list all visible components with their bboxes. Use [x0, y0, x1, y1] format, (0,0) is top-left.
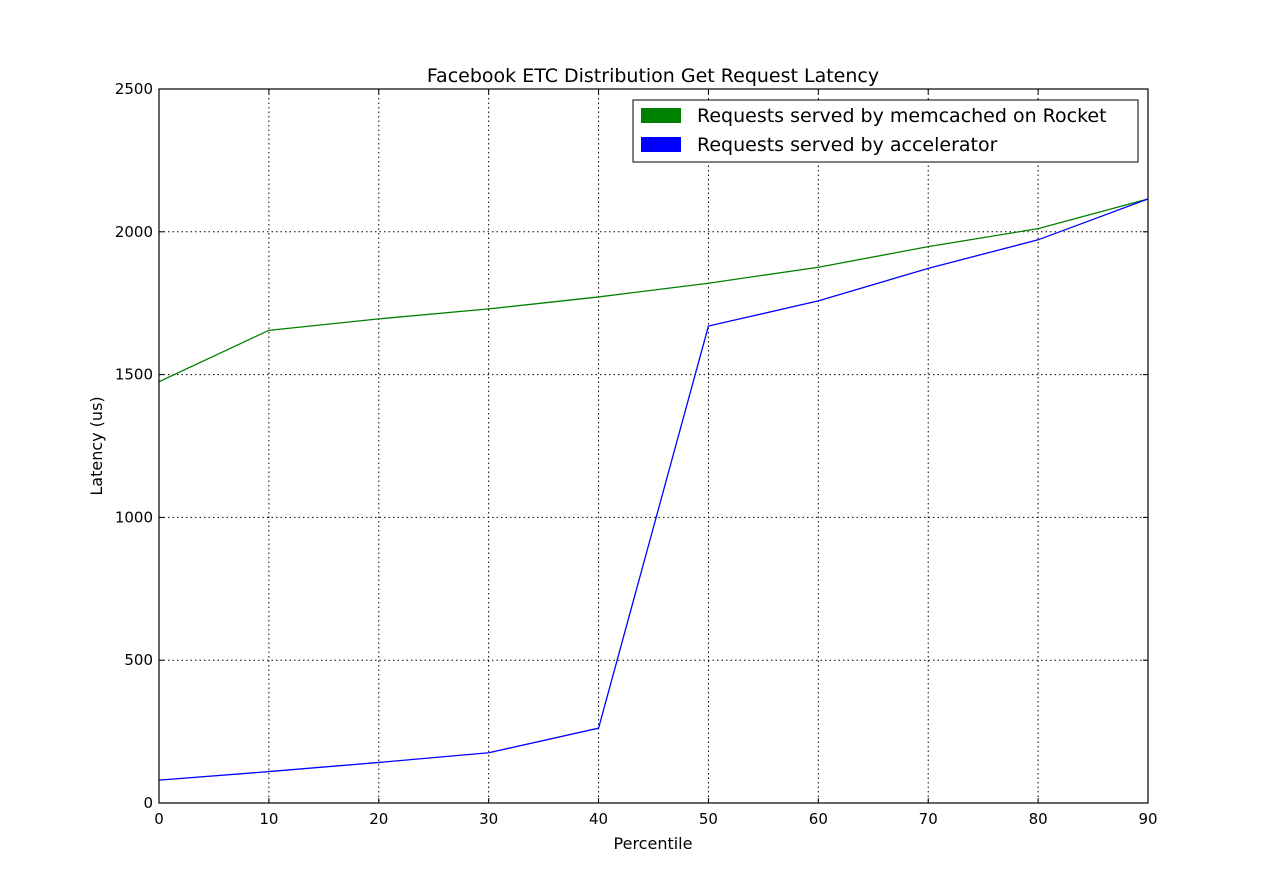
legend-swatch-0 — [641, 108, 681, 123]
y-tick-label: 1000 — [115, 508, 153, 526]
x-tick-label: 0 — [154, 810, 164, 828]
legend-box — [632, 99, 1139, 163]
y-tick-label: 2000 — [115, 223, 153, 241]
plot-frame — [158, 88, 1149, 804]
series-line-0 — [158, 198, 1149, 383]
x-tick-label: 80 — [1029, 810, 1048, 828]
chart-title: Facebook ETC Distribution Get Request La… — [427, 65, 879, 87]
x-tick-label: 10 — [259, 810, 278, 828]
legend-swatch-1 — [641, 137, 681, 152]
x-tick-label: 70 — [919, 810, 938, 828]
series-layer — [158, 198, 1149, 781]
y-axis-label: Latency (us) — [87, 396, 106, 495]
y-tick-label: 500 — [124, 651, 153, 669]
legend-label-0: Requests served by memcached on Rocket — [697, 105, 1107, 127]
x-tick-label: 90 — [1138, 810, 1157, 828]
x-tick-label: 50 — [699, 810, 718, 828]
legend-label-1: Requests served by accelerator — [697, 134, 998, 156]
y-tick-label: 1500 — [115, 366, 153, 384]
y-tick-label: 2500 — [115, 80, 153, 98]
ticks: 0 10 20 30 40 50 60 70 80 90 0 500 1000 1500 2000 2500 — [115, 80, 1158, 828]
x-axis-label: Percentile — [614, 834, 693, 853]
x-tick-label: 30 — [479, 810, 498, 828]
legend: Requests served by memcached on Rocket Re… — [632, 99, 1139, 163]
x-tick-label: 40 — [589, 810, 608, 828]
grid — [159, 89, 1148, 803]
x-tick-label: 60 — [809, 810, 828, 828]
series-line-1 — [158, 198, 1149, 781]
y-tick-label: 0 — [143, 794, 153, 812]
x-tick-label: 20 — [369, 810, 388, 828]
